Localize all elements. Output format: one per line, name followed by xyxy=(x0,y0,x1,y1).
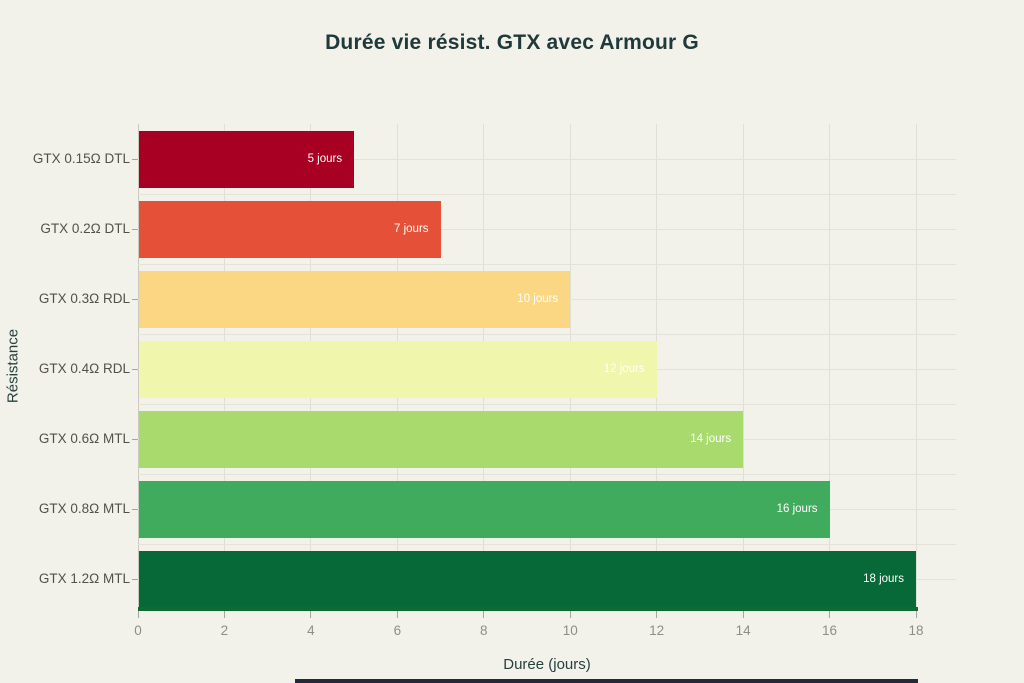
chart-title: Durée vie résist. GTX avec Armour G xyxy=(325,31,699,54)
x-axis-title: Durée (jours) xyxy=(503,656,591,673)
bar: 7 jours xyxy=(139,200,441,258)
horizontal-gridline xyxy=(138,158,956,160)
horizontal-gridline xyxy=(138,473,956,475)
horizontal-gridline xyxy=(138,228,956,230)
y-tick-mark xyxy=(132,508,138,510)
x-tick-mark xyxy=(656,611,658,618)
bar: 18 jours xyxy=(139,550,916,608)
x-tick-mark xyxy=(742,611,744,618)
x-tick-label: 10 xyxy=(562,623,578,638)
vertical-gridline xyxy=(742,124,744,607)
x-tick-label: 8 xyxy=(480,623,488,638)
x-tick-label: 6 xyxy=(393,623,402,638)
horizontal-gridline xyxy=(138,333,956,335)
bar: 12 jours xyxy=(139,340,657,398)
horizontal-gridline xyxy=(138,263,956,265)
x-tick-mark xyxy=(829,611,831,618)
horizontal-gridline xyxy=(138,543,956,545)
bar-value-label: 10 jours xyxy=(517,293,559,305)
x-tick-label: 16 xyxy=(822,623,838,638)
category-label: GTX 0.6Ω MTL xyxy=(38,431,130,446)
x-axis-line xyxy=(138,607,918,611)
y-tick-mark xyxy=(132,578,138,580)
vertical-gridline xyxy=(137,124,139,607)
x-tick-label: 4 xyxy=(307,623,315,638)
category-label: GTX 0.8Ω MTL xyxy=(38,501,130,516)
bar-value-label: 16 jours xyxy=(776,503,818,515)
y-tick-mark xyxy=(132,368,138,370)
bar: 16 jours xyxy=(139,480,830,538)
bar: 5 jours xyxy=(139,130,355,188)
category-label: GTX 0.4Ω RDL xyxy=(38,361,130,376)
x-tick-mark xyxy=(137,611,139,618)
x-tick-mark xyxy=(569,611,571,618)
category-label: GTX 1.2Ω MTL xyxy=(38,571,130,586)
y-tick-mark xyxy=(132,158,138,160)
x-tick-mark xyxy=(223,611,225,618)
x-tick-label: 12 xyxy=(649,623,665,638)
bar: 10 jours xyxy=(139,270,571,328)
bar-value-label: 14 jours xyxy=(690,433,732,445)
category-label: GTX 0.3Ω RDL xyxy=(38,291,130,306)
y-tick-mark xyxy=(132,438,138,440)
x-tick-label: 0 xyxy=(134,623,142,638)
y-tick-mark xyxy=(132,298,138,300)
bottom-strip xyxy=(295,679,918,683)
x-tick-mark xyxy=(483,611,485,618)
category-label: GTX 0.2Ω DTL xyxy=(40,221,130,236)
bar-value-label: 5 jours xyxy=(307,153,343,165)
x-tick-mark xyxy=(310,611,312,618)
vertical-gridline xyxy=(829,124,831,607)
x-tick-mark xyxy=(915,611,917,618)
bar-value-label: 7 jours xyxy=(394,223,429,235)
x-tick-mark xyxy=(396,611,398,618)
x-tick-label: 2 xyxy=(220,623,229,638)
bar: 14 jours xyxy=(139,410,744,468)
category-label: GTX 0.15Ω DTL xyxy=(32,151,130,166)
vertical-gridline xyxy=(915,124,917,607)
bar-value-label: 18 jours xyxy=(863,573,904,585)
horizontal-gridline xyxy=(138,403,956,405)
horizontal-gridline xyxy=(138,193,956,195)
x-tick-label: 18 xyxy=(908,623,924,638)
x-tick-label: 14 xyxy=(735,623,751,638)
vertical-gridline xyxy=(656,124,658,607)
y-tick-mark xyxy=(132,228,138,230)
bar-value-label: 12 jours xyxy=(603,363,645,375)
